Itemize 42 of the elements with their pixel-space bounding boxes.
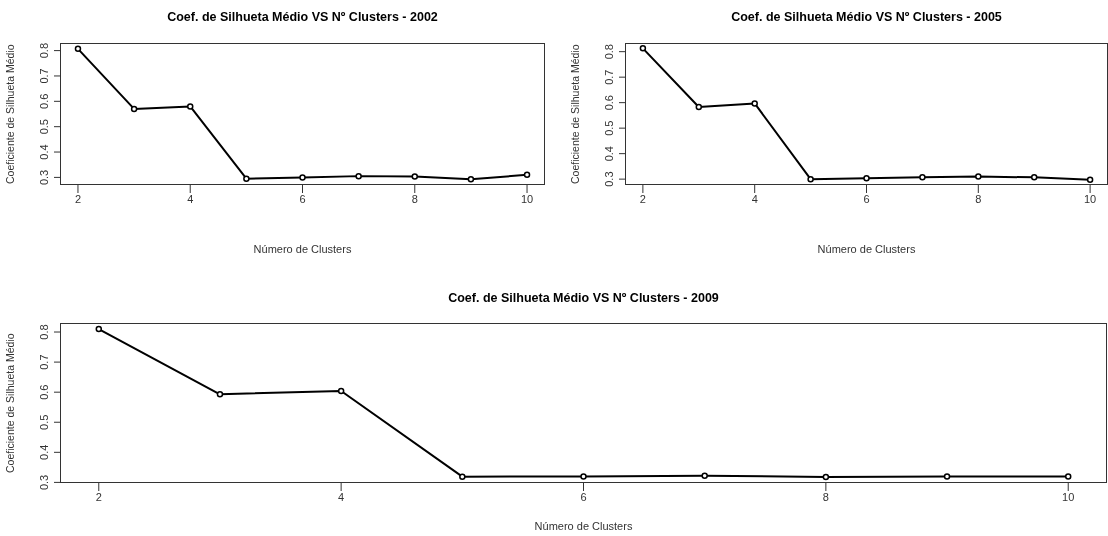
y-tick-label: 0.8	[603, 44, 615, 60]
x-tick-label: 10	[1083, 192, 1097, 205]
x-tick-label: 2	[639, 192, 646, 205]
y-tick-label: 0.4	[603, 145, 615, 162]
x-tick-label: 2	[95, 490, 102, 503]
x-tick-label: 4	[338, 490, 345, 503]
x-tick-label: 10	[520, 192, 534, 205]
x-tick-label: 4	[751, 192, 758, 205]
x-axis-title: Número de Clusters	[252, 243, 353, 255]
x-tick-label: 8	[975, 192, 982, 205]
chart-title: Coef. de Silhueta Médio VS Nº Clusters - 2002	[166, 10, 439, 24]
x-tick-label: 4	[187, 192, 194, 205]
y-tick-label: 0.6	[38, 384, 50, 400]
x-tick-label: 6	[299, 192, 306, 205]
chart-title: Coef. de Silhueta Médio VS Nº Clusters - 2009	[447, 291, 720, 305]
x-tick-label: 2	[74, 192, 82, 205]
x-tick-label: 8	[411, 192, 418, 205]
y-tick-label: 0.7	[38, 68, 50, 84]
y-tick-label: 0.8	[38, 324, 50, 340]
y-tick-label: 0.4	[38, 444, 50, 460]
x-tick-label: 10	[1062, 490, 1075, 503]
x-axis-title: Número de Clusters	[816, 243, 917, 255]
y-axis-title: Coeficiente de Silhueta Médio	[4, 332, 17, 475]
y-tick-label: 0.7	[38, 354, 50, 370]
x-axis-title: Número de Clusters	[533, 520, 634, 532]
y-tick-label: 0.8	[38, 42, 50, 59]
x-tick-label: 8	[822, 490, 829, 503]
y-tick-label: 0.7	[603, 69, 615, 85]
x-tick-label: 6	[863, 192, 870, 205]
chart-title: Coef. de Silhueta Médio VS Nº Clusters - 2005	[730, 10, 1003, 24]
y-tick-label: 0.6	[38, 93, 50, 109]
y-tick-label: 0.5	[38, 414, 50, 430]
y-axis-title: Coeficiente de Silhueta Médio	[4, 43, 17, 185]
y-tick-label: 0.4	[38, 144, 50, 160]
y-tick-label: 0.6	[603, 95, 615, 111]
y-tick-label: 0.5	[38, 119, 50, 135]
y-tick-label: 0.3	[38, 474, 50, 491]
y-tick-label: 0.3	[603, 171, 615, 187]
y-tick-label: 0.3	[38, 169, 50, 186]
y-axis-title: Coeficiente de Silhueta Médio	[569, 43, 582, 185]
y-tick-label: 0.5	[603, 120, 615, 136]
x-tick-label: 6	[580, 490, 587, 503]
